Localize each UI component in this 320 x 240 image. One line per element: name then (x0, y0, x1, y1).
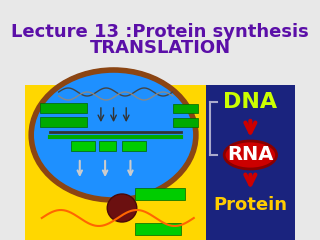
Text: TRANSLATION: TRANSLATION (89, 39, 231, 57)
Ellipse shape (31, 70, 196, 200)
Ellipse shape (107, 194, 137, 222)
Bar (173, 104, 198, 113)
Bar (135, 188, 185, 200)
Bar (40, 103, 86, 113)
Bar (206, 85, 295, 240)
Text: RNA: RNA (227, 145, 274, 164)
Bar (173, 118, 198, 127)
Text: DNA: DNA (223, 92, 277, 112)
Bar (25, 85, 206, 240)
Text: Lecture 13 :Protein synthesis: Lecture 13 :Protein synthesis (11, 23, 309, 41)
Text: Protein: Protein (213, 196, 287, 214)
Bar (135, 223, 181, 235)
Ellipse shape (224, 141, 276, 169)
Bar (99, 141, 116, 151)
Bar (122, 141, 146, 151)
Bar (40, 117, 86, 127)
Bar (71, 141, 95, 151)
